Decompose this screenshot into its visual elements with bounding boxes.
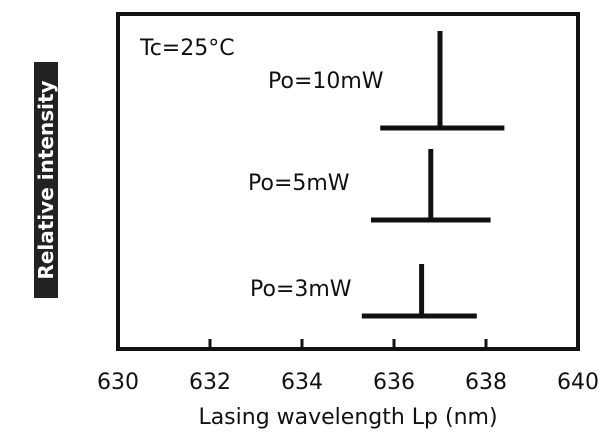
y-axis-label-text: Relative intensity <box>34 80 58 279</box>
y-axis-label: Relative intensity <box>34 62 58 298</box>
x-tick-label-632: 632 <box>189 370 231 395</box>
plot-area-frame <box>116 12 580 351</box>
series-label-1: Po=10mW <box>268 69 384 94</box>
x-tick-label-636: 636 <box>373 370 415 395</box>
x-tick-label-640: 640 <box>557 370 599 395</box>
series-label-2: Po=5mW <box>248 171 350 196</box>
x-axis-ticks: 630 632 634 636 638 640 <box>97 339 599 395</box>
x-tick-label-638: 638 <box>465 370 507 395</box>
series-3: Po=3mW <box>250 264 477 319</box>
temperature-annotation: Tc=25°C <box>139 36 235 61</box>
series-2: Po=5mW <box>248 149 491 223</box>
x-axis-label: Lasing wavelength Lp (nm) <box>198 405 497 430</box>
series-label-3: Po=3mW <box>250 277 352 302</box>
spectral-series: Po=10mW Po=5mW Po=3mW <box>248 31 505 319</box>
series-1: Po=10mW <box>268 31 505 131</box>
x-tick-label-630: 630 <box>97 370 139 395</box>
x-tick-label-634: 634 <box>281 370 323 395</box>
